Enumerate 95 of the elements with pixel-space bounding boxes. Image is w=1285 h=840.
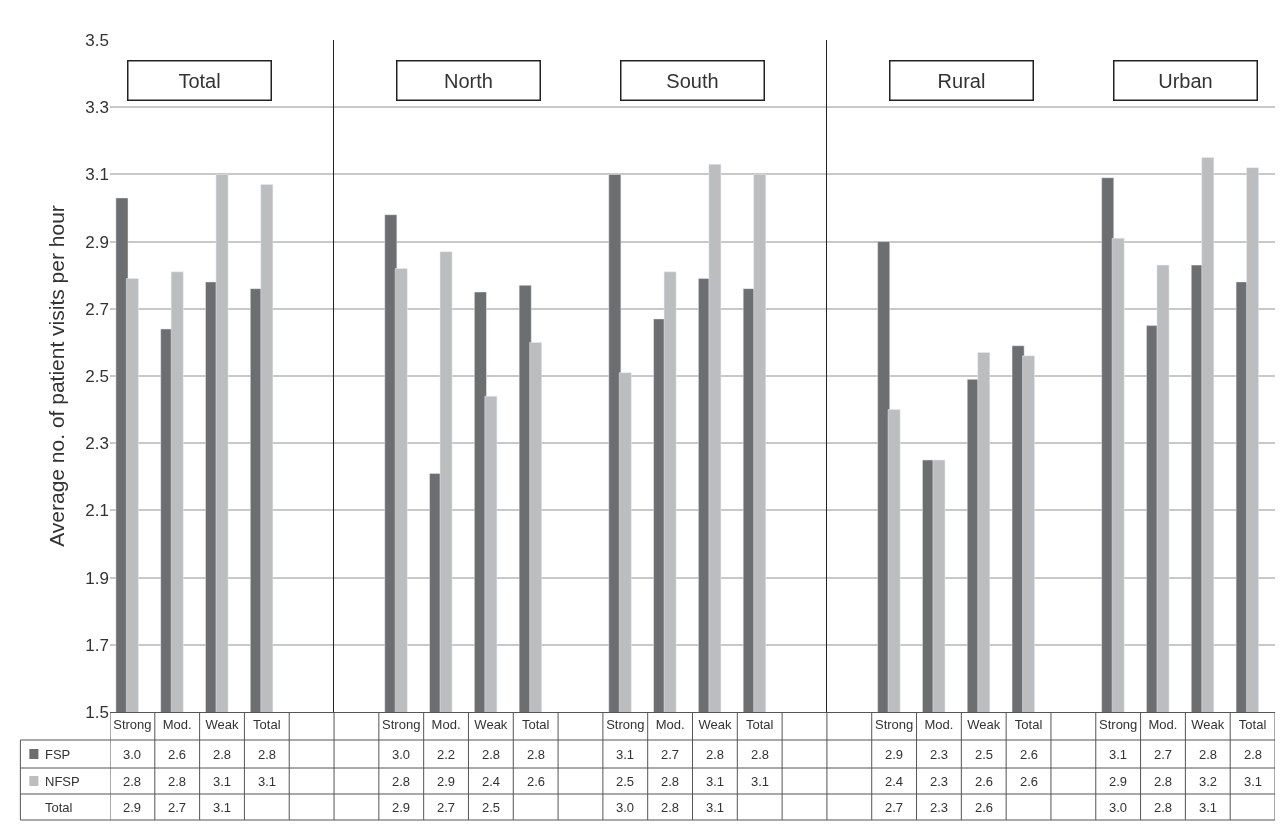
x-tick-label: Total [253, 716, 281, 732]
text: 2.6 [975, 800, 994, 815]
data-label: 2.8 [527, 747, 546, 762]
y-tick-label: 1.5 [85, 702, 109, 722]
text: 2.9 [123, 800, 142, 815]
data-label: 3.1 [258, 774, 277, 789]
data-label: 2.9 [437, 774, 456, 789]
data-label: 2.8 [482, 747, 501, 762]
data-label: 2.6 [168, 747, 187, 762]
text: 2.8 [661, 800, 680, 815]
data-label: 2.8 [213, 747, 232, 762]
y-tick-label: 1.9 [85, 568, 109, 588]
y-tick-label: 3.5 [85, 30, 109, 50]
annotation: Total [178, 69, 221, 92]
data-label: 2.8 [706, 747, 725, 762]
data-label: 2.7 [1154, 747, 1173, 762]
data-label: 3.0 [392, 747, 411, 762]
x-tick-label: Weak [474, 716, 508, 732]
annotation: North [444, 69, 493, 92]
legend-label: NFSP [45, 774, 80, 789]
data-label: 2.8 [1199, 747, 1218, 762]
data-label: 2.8 [168, 774, 187, 789]
text: 3.1 [706, 800, 725, 815]
y-tick-label: 1.7 [85, 635, 109, 655]
y-tick-label: 2.7 [85, 299, 109, 319]
data-label: 2.6 [1020, 747, 1039, 762]
x-tick-label: Total [1238, 716, 1267, 732]
data-label: 2.6 [975, 774, 994, 789]
x-tick-label: Mod. [162, 716, 192, 732]
data-label: 2.3 [930, 774, 949, 789]
text: 2.7 [885, 800, 904, 815]
text: 2.9 [392, 800, 411, 815]
data-label: 3.1 [706, 774, 725, 789]
x-tick-label: Total [1014, 716, 1043, 732]
data-label: 2.4 [482, 774, 501, 789]
text: 2.5 [482, 800, 501, 815]
text: 2.7 [168, 800, 187, 815]
data-label: 3.1 [213, 774, 232, 789]
data-label: 2.3 [930, 747, 949, 762]
data-label: 3.2 [1199, 774, 1218, 789]
y-tick-label: 2.5 [85, 366, 109, 386]
data-label: 3.1 [616, 747, 635, 762]
x-tick-label: Total [521, 716, 550, 732]
data-label: 2.9 [885, 747, 904, 762]
text: 3.0 [1109, 800, 1128, 815]
data-label: 2.8 [123, 774, 142, 789]
data-label: 3.1 [1244, 774, 1263, 789]
data-label: 2.8 [258, 747, 277, 762]
data-label: 2.4 [885, 774, 904, 789]
data-label: 2.9 [1109, 774, 1128, 789]
x-tick-label: Strong [382, 716, 421, 732]
data-label: 2.8 [1154, 774, 1173, 789]
data-label: 2.8 [392, 774, 411, 789]
data-label: 2.8 [1244, 747, 1263, 762]
y-tick-label: 2.3 [85, 434, 109, 454]
data-label: 3.0 [123, 747, 142, 762]
data-label: 2.5 [616, 774, 635, 789]
x-tick-label: Weak [1191, 716, 1225, 732]
data-label: 2.5 [975, 747, 994, 762]
x-tick-label: Weak [967, 716, 1001, 732]
y-tick-label: 2.9 [85, 232, 109, 252]
x-tick-label: Mod. [431, 716, 461, 732]
x-tick-label: Mod. [1148, 716, 1178, 732]
text: 2.7 [437, 800, 456, 815]
text: 2.8 [1154, 800, 1173, 815]
data-label: 2.8 [751, 747, 770, 762]
x-tick-label: Weak [698, 716, 732, 732]
data-label: 2.7 [661, 747, 680, 762]
y-tick-label: 3.1 [85, 165, 109, 185]
x-tick-label: Strong [606, 716, 645, 732]
data-label: 2.8 [661, 774, 680, 789]
y-tick-label: 2.1 [85, 501, 109, 521]
text: Total [45, 800, 73, 815]
x-tick-label: Mod. [655, 716, 685, 732]
text: 3.1 [213, 800, 232, 815]
data-label: 2.6 [527, 774, 546, 789]
text: 3.0 [616, 800, 635, 815]
y-tick-label: 3.3 [85, 98, 109, 118]
text: 3.1 [1199, 800, 1218, 815]
x-tick-label: Weak [205, 716, 240, 732]
x-tick-label: Total [745, 716, 774, 732]
x-tick-label: Strong [1099, 716, 1138, 732]
legend-label: FSP [45, 747, 71, 762]
annotation: Rural [937, 69, 986, 92]
text: 2.3 [930, 800, 949, 815]
data-label: 2.2 [437, 747, 456, 762]
data-label: 2.6 [1020, 774, 1039, 789]
y-axis-title: Average no. of patient visits per hour [44, 205, 68, 547]
annotation: Urban [1158, 69, 1213, 92]
x-tick-label: Strong [874, 716, 914, 732]
data-label: 3.1 [751, 774, 770, 789]
x-tick-label: Mod. [924, 716, 954, 732]
annotation: South [666, 69, 719, 92]
data-label: 3.1 [1109, 747, 1128, 762]
x-tick-label: Strong [113, 716, 152, 732]
